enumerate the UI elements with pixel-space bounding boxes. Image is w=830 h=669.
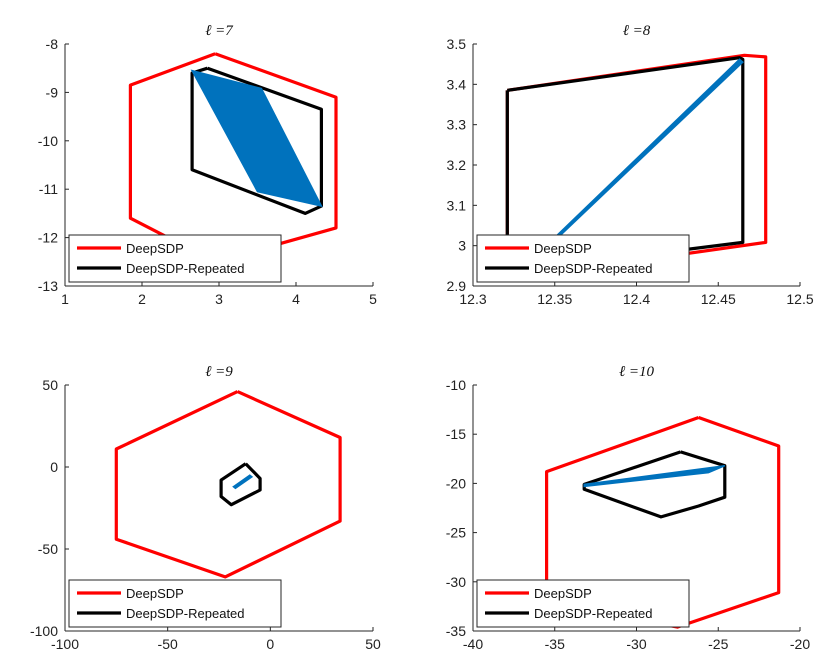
legend: DeepSDP DeepSDP-Repeated <box>476 234 690 283</box>
y-tick-label: -8 <box>46 36 59 52</box>
x-tick-label: -40 <box>463 636 483 652</box>
y-tick-label: 3.4 <box>447 76 467 92</box>
y-tick-label: 50 <box>42 377 58 393</box>
x-tick-label: 2 <box>138 291 146 307</box>
legend-entry-label: DeepSDP-Repeated <box>126 261 245 276</box>
y-tick-label: -12 <box>38 230 58 246</box>
y-tick-label: -20 <box>446 475 466 491</box>
x-tick-label: -50 <box>158 636 178 652</box>
x-tick-label: -100 <box>51 636 79 652</box>
x-tick-label: 0 <box>266 636 274 652</box>
x-tick-label: 1 <box>61 291 69 307</box>
y-tick-label: -100 <box>30 623 58 639</box>
legend-entry-label: DeepSDP-Repeated <box>534 606 653 621</box>
legend-entry-label: DeepSDP <box>534 586 592 601</box>
legend-box <box>476 579 690 628</box>
x-tick-label: 4 <box>292 291 300 307</box>
y-tick-label: -25 <box>446 525 466 541</box>
legend-entry-label: DeepSDP <box>126 241 184 256</box>
subplot-1: ℓ =7 1 2 3 4 5 -13 -12 -11 -10 -9 -8 DeepSDP DeepSDP-… <box>38 23 377 307</box>
legend: DeepSDP DeepSDP-Repeated <box>68 234 282 283</box>
x-tick-label: -20 <box>790 636 810 652</box>
y-tick-label: -9 <box>46 84 59 100</box>
x-tick-label: 12.45 <box>701 291 736 307</box>
y-tick-label: 3.5 <box>447 36 467 52</box>
y-tick-label: 3 <box>458 238 466 254</box>
legend-box <box>68 234 282 283</box>
legend-entry-label: DeepSDP-Repeated <box>126 606 245 621</box>
subplot-4: ℓ =10-40 -35 -30 -25 -20-35-30-25-20-15-10De… <box>446 364 811 652</box>
legend-entry-label: DeepSDP <box>534 241 592 256</box>
series-group <box>128 52 338 264</box>
series-deepsdp-repeated-line <box>190 66 323 215</box>
y-tick-label: -35 <box>446 623 466 639</box>
y-tick-label: 2.9 <box>447 278 467 294</box>
y-tick-label: -10 <box>446 377 466 393</box>
x-tick-label: 5 <box>369 291 377 307</box>
x-tick-label: -35 <box>545 636 565 652</box>
subplot-2: ℓ =8 12.3 12.35 12.4 12.45 12.5 2.9 3 3.1 3.2 3.3 3… <box>447 23 814 307</box>
x-tick-label: 3 <box>215 291 223 307</box>
subplot-title: ℓ =8 <box>623 23 651 39</box>
series-group <box>114 390 342 579</box>
x-tick-label: -30 <box>626 636 646 652</box>
legend: DeepSDP DeepSDP-Repeated <box>476 579 690 628</box>
y-tick-label: 3.1 <box>447 197 467 213</box>
y-tick-label: 0 <box>50 459 58 475</box>
subplot-3: ℓ =9 -100 -50 0 50 -100 -50 0 50 DeepSDP DeepSDP-R… <box>30 364 381 652</box>
x-tick-label: 50 <box>365 636 381 652</box>
reachable-set-samples <box>190 69 323 208</box>
y-tick-label: -15 <box>446 426 466 442</box>
legend-box <box>68 579 282 628</box>
legend: DeepSDP DeepSDP-Repeated <box>68 579 282 628</box>
subplot-title: ℓ =7 <box>205 23 234 39</box>
legend-box <box>476 234 690 283</box>
y-tick-label: 3.3 <box>447 117 467 133</box>
y-tick-label: -50 <box>38 541 58 557</box>
legend-entry-label: DeepSDP-Repeated <box>534 261 653 276</box>
x-tick-label: -25 <box>708 636 728 652</box>
y-tick-label: -30 <box>446 574 466 590</box>
x-tick-label: 12.35 <box>537 291 572 307</box>
x-tick-label: 12.4 <box>623 291 650 307</box>
y-tick-label: -11 <box>39 181 58 197</box>
x-tick-label: 12.3 <box>459 291 486 307</box>
y-tick-label: 3.2 <box>447 157 467 173</box>
x-tick-label: 12.5 <box>786 291 813 307</box>
subplot-title: ℓ =9 <box>205 364 233 380</box>
reachable-set-samples <box>232 474 254 490</box>
reachable-set-samples <box>583 464 726 488</box>
y-tick-label: -13 <box>38 278 58 294</box>
series-deepsdp-repeated-line <box>219 462 262 507</box>
y-tick-label: -10 <box>38 133 58 149</box>
reachable-set-samples <box>552 58 744 239</box>
subplot-title: ℓ =10 <box>619 364 655 380</box>
series-deepsdp-line <box>114 390 342 579</box>
legend-entry-label: DeepSDP <box>126 586 184 601</box>
